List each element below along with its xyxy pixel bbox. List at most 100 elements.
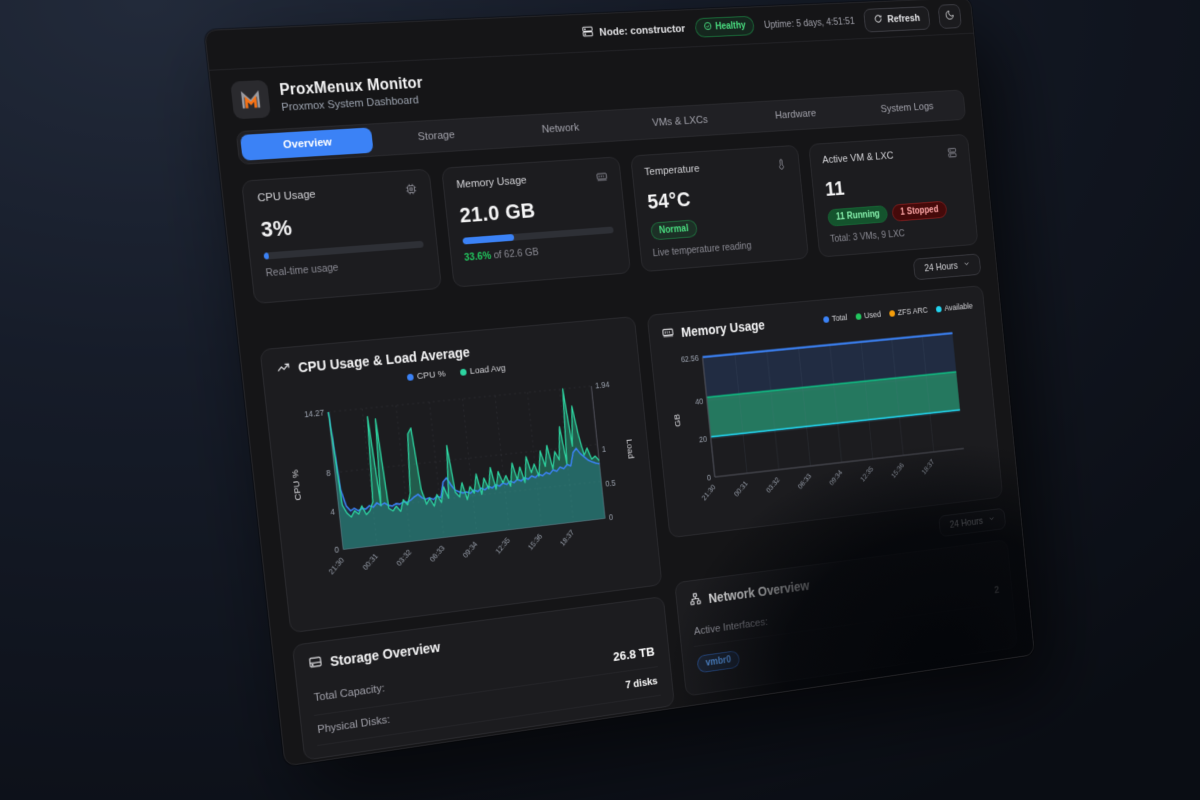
tab-vms-lxcs[interactable]: VMs & LXCs	[651, 114, 709, 129]
refresh-button[interactable]: Refresh	[863, 5, 931, 33]
svg-text:09:34: 09:34	[461, 539, 479, 559]
storage-title: Storage Overview	[329, 638, 441, 670]
cpu-value: 3%	[259, 215, 294, 242]
svg-text:0: 0	[334, 545, 340, 555]
legend-dot-zfs	[888, 309, 895, 317]
legend-dot-cpu	[406, 373, 414, 381]
memory-chart: 0 20 40 62.56 21:30 00:31 03:32 06:33 09:34 12:35…	[673, 317, 991, 502]
tab-network[interactable]: Network	[541, 121, 580, 136]
memory-card-label: Memory Usage	[455, 174, 528, 191]
tab-overview[interactable]: Overview	[239, 127, 374, 161]
svg-text:20: 20	[699, 434, 708, 444]
svg-text:4: 4	[330, 506, 336, 516]
time-range-dropdown[interactable]: 24 Hours	[913, 253, 982, 281]
svg-text:0: 0	[609, 512, 614, 522]
svg-text:8: 8	[326, 468, 332, 478]
temperature-card: Temperature 54°C Normal Live temperature…	[629, 144, 810, 273]
node-indicator: Node: constructor	[581, 21, 686, 42]
svg-text:06:33: 06:33	[428, 544, 446, 564]
network-interfaces-value: 2	[993, 585, 1000, 597]
temperature-status-badge: Normal	[649, 219, 698, 241]
cpu-caption: Real-time usage	[265, 261, 340, 280]
dashboard-columns: CPU Usage & Load Average CPU % Load Avg …	[259, 285, 1018, 761]
svg-text:12:35: 12:35	[494, 536, 512, 556]
memory-caption: 33.6% of 62.6 GB	[463, 246, 540, 264]
svg-text:15:36: 15:36	[526, 532, 544, 552]
memory-usage-card: Memory Usage 21.0 GB 33.6% of 62.6 GB	[440, 156, 631, 288]
temperature-icon	[775, 157, 788, 173]
interface-badge[interactable]: vmbr0	[696, 650, 741, 674]
chevron-down-icon-2	[988, 514, 996, 525]
vm-card-label: Active VM & LXC	[821, 150, 894, 167]
memory-chart-title: Memory Usage	[680, 317, 766, 340]
right-column: Memory Usage Total Used ZFS ARC Availabl…	[646, 285, 1018, 697]
left-column: CPU Usage & Load Average CPU % Load Avg …	[259, 316, 675, 761]
proxmenux-logo	[230, 79, 271, 120]
svg-text:03:32: 03:32	[765, 476, 781, 495]
theme-toggle-button[interactable]	[937, 3, 962, 29]
svg-text:14.27: 14.27	[304, 407, 325, 419]
node-label: Node: constructor	[598, 22, 686, 39]
legend-dot-load	[459, 368, 467, 376]
cpu-load-chart: 0 4 8 14.27 0 0.5 1 1.94 21:30 00:31 03:32 06:33 09:…	[290, 379, 636, 576]
active-vm-card: Active VM & LXC 11 11 Running 1 Stopped …	[808, 133, 979, 258]
svg-text:06:33: 06:33	[796, 472, 812, 491]
svg-text:CPU %: CPU %	[290, 469, 304, 501]
svg-text:18:37: 18:37	[558, 528, 576, 548]
node-icon	[581, 25, 595, 42]
tab-storage[interactable]: Storage	[417, 129, 456, 144]
uptime-label: Uptime: 5 days, 4:51:51	[763, 15, 856, 31]
time-range-dropdown-2[interactable]: 24 Hours	[938, 507, 1007, 538]
svg-text:18:37: 18:37	[920, 458, 936, 476]
svg-text:62.56: 62.56	[680, 353, 699, 364]
svg-text:21:30: 21:30	[327, 555, 346, 576]
legend-dot-available	[935, 305, 942, 313]
svg-text:21:30: 21:30	[700, 482, 717, 502]
cpu-usage-card: CPU Usage 3% Real-time usage	[241, 168, 442, 305]
svg-text:09:34: 09:34	[828, 468, 845, 487]
healthy-icon	[703, 21, 713, 33]
tab-system-logs[interactable]: System Logs	[880, 101, 934, 115]
legend-dot-used	[855, 312, 862, 320]
dashboard-window: Node: constructor Healthy Uptime: 5 days…	[204, 0, 1035, 767]
vm-caption: Total: 3 VMs, 9 LXC	[829, 228, 906, 245]
network-title: Network Overview	[707, 578, 810, 607]
svg-text:1: 1	[601, 444, 606, 454]
tab-hardware[interactable]: Hardware	[774, 108, 817, 122]
legend-dot-total	[822, 315, 829, 323]
memory-value: 21.0 GB	[458, 198, 537, 228]
vm-stopped-badge: 1 Stopped	[891, 200, 948, 222]
svg-text:0: 0	[707, 473, 712, 483]
memory-chart-card: Memory Usage Total Used ZFS ARC Availabl…	[646, 285, 1004, 539]
trend-icon	[275, 360, 291, 379]
memory-chart-icon	[661, 325, 676, 343]
vm-running-badge: 11 Running	[827, 205, 889, 227]
vm-count-value: 11	[824, 176, 846, 201]
temperature-value: 54°C	[646, 187, 692, 214]
svg-text:Load: Load	[624, 438, 636, 459]
storage-icon	[307, 654, 323, 673]
theme-icon	[944, 10, 955, 24]
network-icon	[688, 591, 702, 609]
svg-text:03:32: 03:32	[395, 548, 413, 568]
svg-text:00:31: 00:31	[733, 479, 750, 498]
temperature-caption: Live temperature reading	[652, 240, 752, 260]
temperature-card-label: Temperature	[643, 163, 701, 179]
svg-text:00:31: 00:31	[361, 552, 380, 572]
vm-icon	[946, 146, 958, 162]
storage-capacity-value: 26.8 TB	[612, 643, 656, 664]
health-badge: Healthy	[694, 15, 756, 38]
svg-text:15:36: 15:36	[890, 461, 906, 480]
chevron-down-icon	[963, 260, 971, 271]
storage-disks-value: 7 disks	[624, 675, 659, 692]
cpu-load-chart-card: CPU Usage & Load Average CPU % Load Avg …	[259, 316, 663, 634]
cpu-icon	[404, 182, 419, 199]
svg-text:40: 40	[695, 396, 704, 406]
svg-text:0.5: 0.5	[605, 478, 616, 489]
refresh-icon	[873, 13, 883, 26]
memory-icon	[595, 169, 609, 186]
cpu-card-label: CPU Usage	[256, 188, 317, 205]
svg-text:12:35: 12:35	[859, 465, 875, 484]
svg-text:GB: GB	[673, 414, 684, 428]
svg-text:1.94: 1.94	[595, 379, 611, 390]
